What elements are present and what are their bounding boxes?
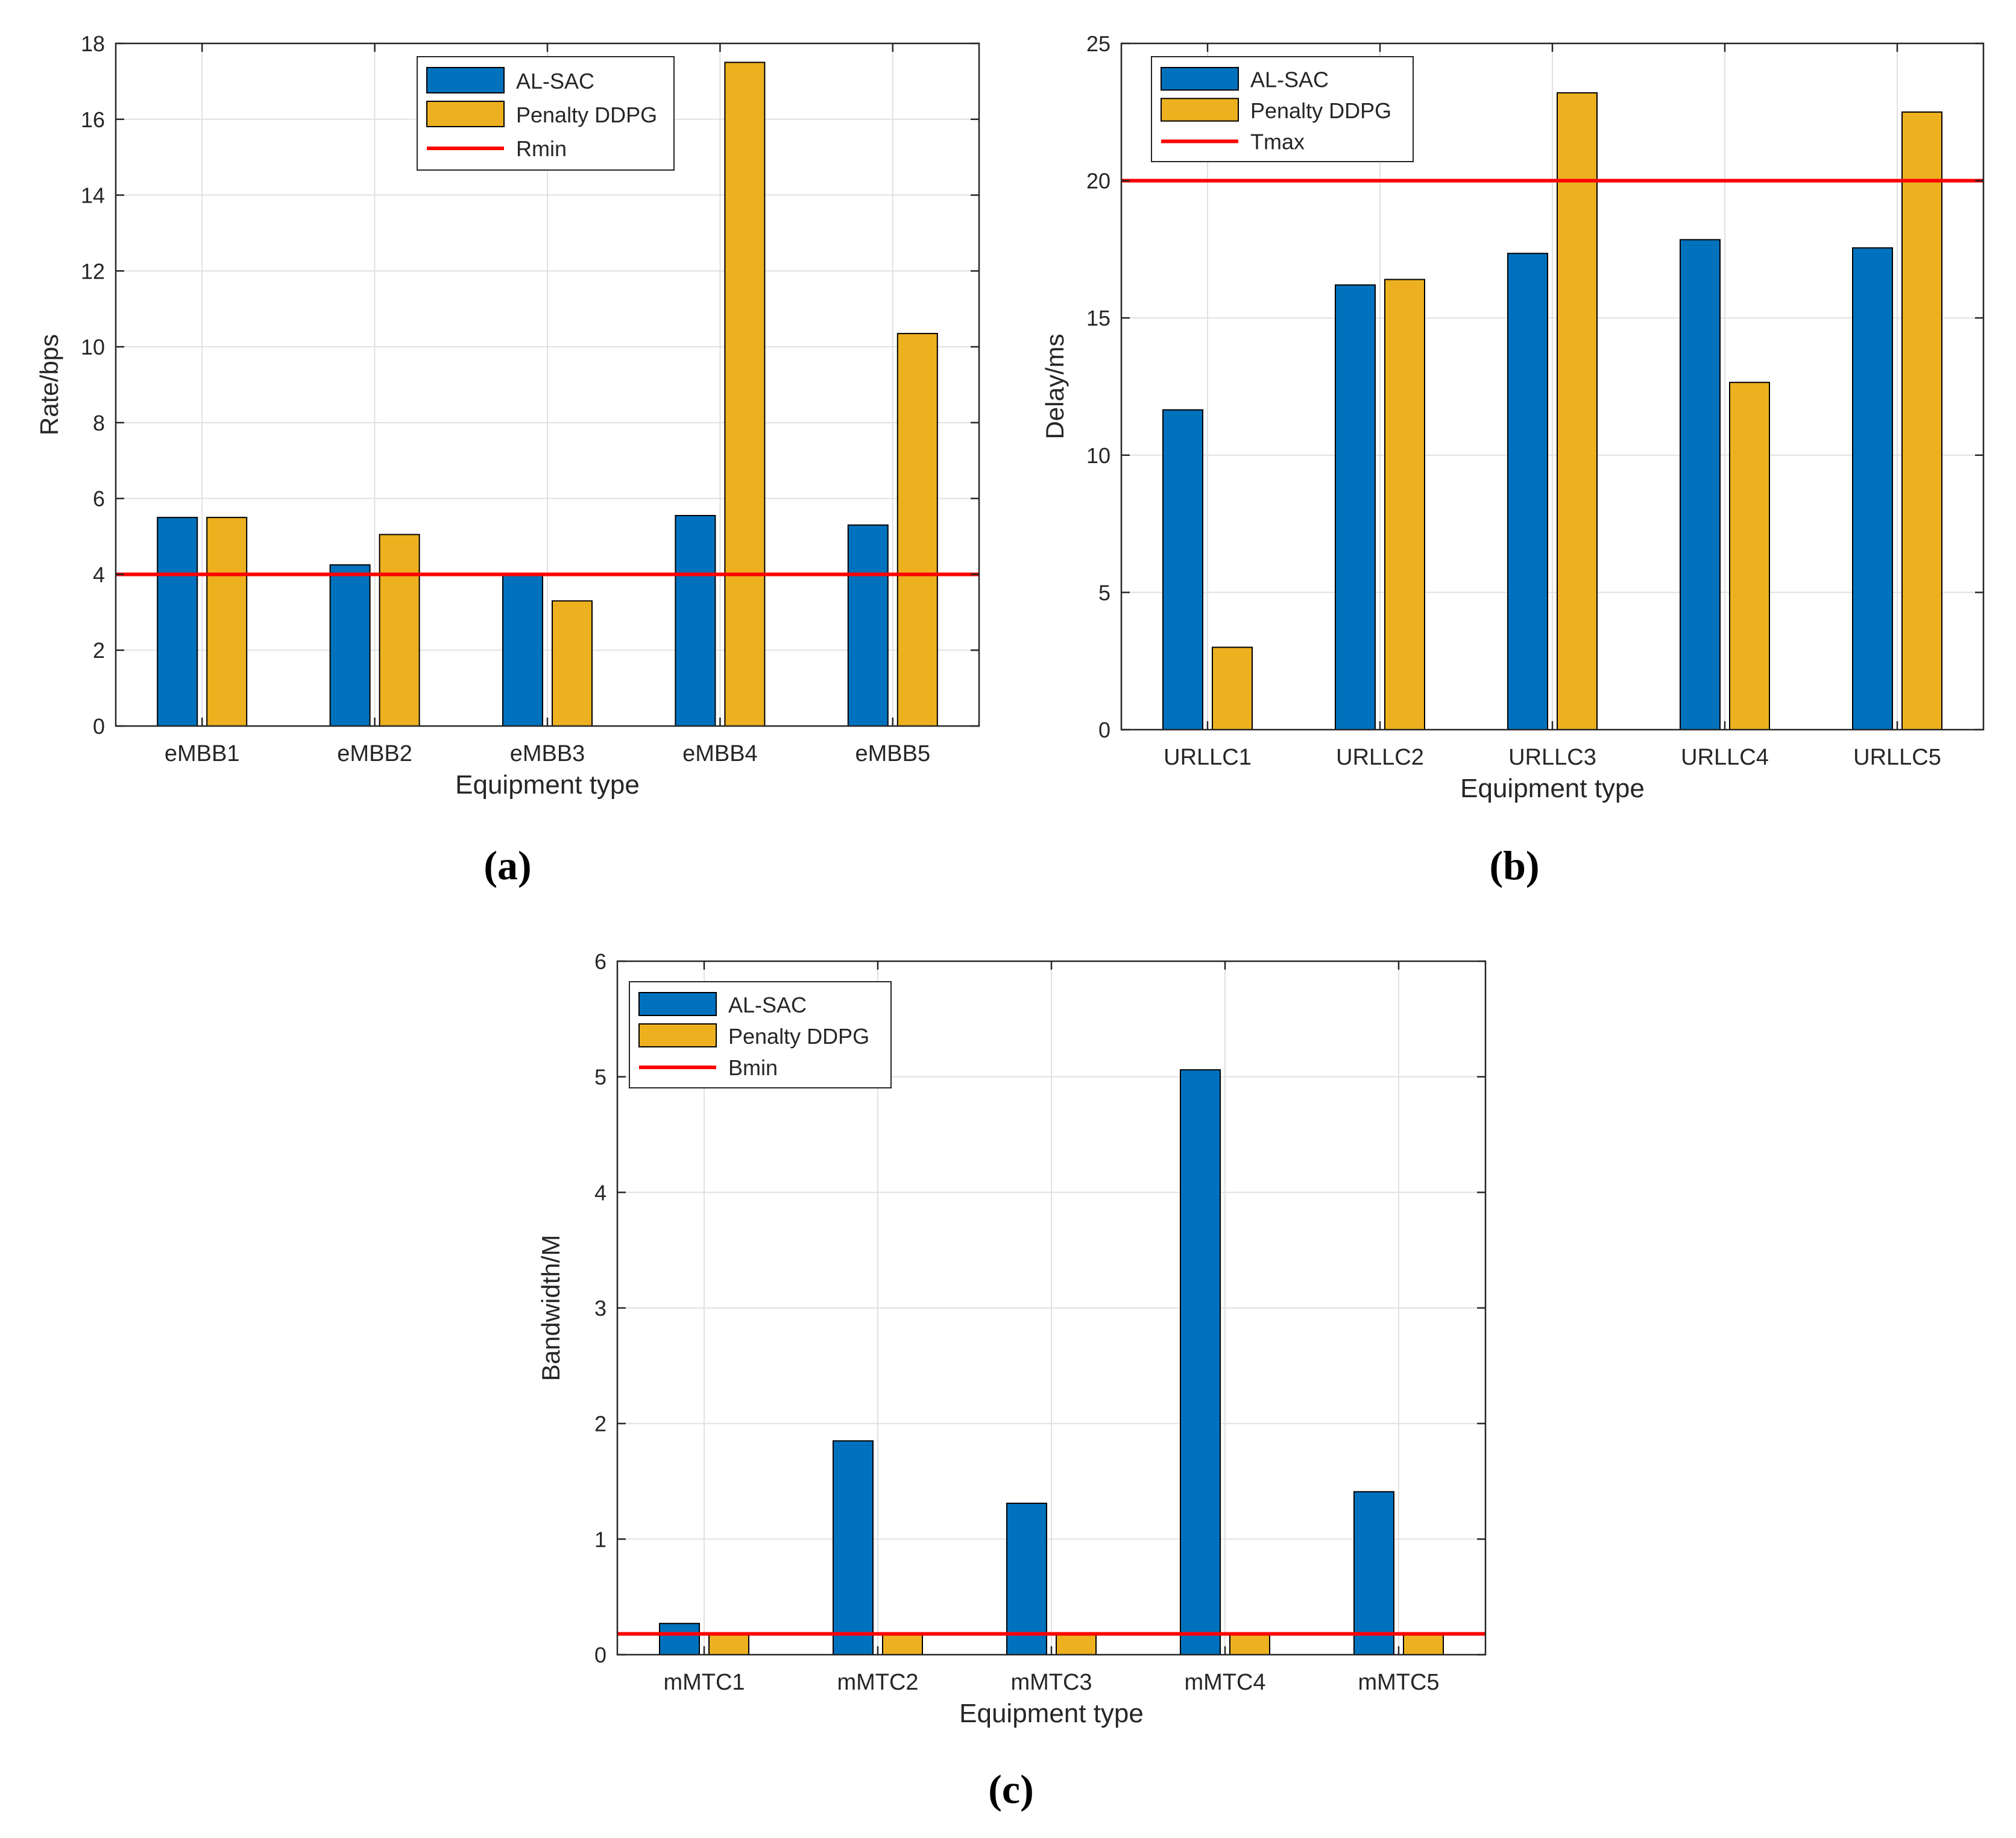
x-tick-label: URLLC3 (1508, 745, 1596, 770)
x-tick-label: eMBB4 (682, 741, 758, 766)
bar-penalty-ddpg (1901, 111, 1942, 730)
y-tick-label: 0 (93, 714, 105, 739)
bar-penalty-ddpg (379, 534, 420, 727)
chart-panel-2: 0 5 10 15 20 25 URLLC1 URLLC2 URLLC3 URLLC4 URLLC5… (1041, 31, 1985, 888)
y-tick-label: 15 (1086, 306, 1110, 330)
legend: AL-SAC Penalty DDPG Tmax (1151, 56, 1414, 162)
panel-label: (a) (484, 842, 531, 888)
y-tick-label: 0 (594, 1643, 606, 1667)
y-tick-label: 5 (1098, 580, 1110, 605)
bar-al-sac (157, 517, 198, 727)
panel-label: (b) (1489, 842, 1539, 888)
y-axis-label: Bandwidth/M (537, 1235, 565, 1382)
bar-penalty-ddpg (708, 1633, 749, 1655)
y-tick-label: 10 (1086, 443, 1110, 468)
bar-penalty-ddpg (206, 517, 248, 727)
y-axis-label: Delay/ms (1041, 333, 1069, 439)
bar-penalty-ddpg (882, 1633, 923, 1655)
legend-label: Tmax (1250, 129, 1305, 154)
y-tick-label: 5 (594, 1065, 606, 1090)
bar-al-sac (833, 1440, 874, 1656)
y-tick-label: 4 (594, 1180, 606, 1205)
legend-label: AL-SAC (1250, 68, 1329, 92)
x-tick-label: mMTC2 (837, 1670, 918, 1695)
bar-al-sac (1006, 1502, 1047, 1656)
bar-penalty-ddpg (1403, 1633, 1444, 1655)
bar-al-sac (502, 573, 543, 727)
legend-swatch (638, 1023, 717, 1047)
legend: AL-SAC Penalty DDPG Bmin (629, 981, 892, 1088)
bar-al-sac (1335, 284, 1376, 730)
x-axis-label: Equipment type (1460, 774, 1645, 803)
y-tick-label: 16 (81, 107, 105, 132)
bar-penalty-ddpg (552, 600, 593, 727)
x-tick-label: mMTC1 (663, 1670, 745, 1695)
bar-al-sac (1680, 239, 1721, 730)
x-tick-label: mMTC4 (1184, 1670, 1265, 1695)
y-tick-label: 2 (93, 638, 105, 663)
bar-al-sac (1353, 1491, 1394, 1655)
legend-label: Penalty DDPG (1250, 98, 1391, 123)
y-tick-label: 10 (81, 335, 105, 359)
x-tick-label: URLLC1 (1164, 745, 1252, 770)
y-tick-label: 25 (1086, 31, 1110, 56)
x-tick-label: eMBB3 (510, 741, 585, 766)
x-tick-label: eMBB1 (165, 741, 240, 766)
x-tick-label: eMBB2 (337, 741, 412, 766)
y-tick-label: 2 (594, 1412, 606, 1436)
legend-label: Rmin (516, 136, 567, 161)
legend-label: Penalty DDPG (728, 1024, 869, 1049)
legend: AL-SAC Penalty DDPG Rmin (417, 56, 675, 171)
x-tick-label: URLLC5 (1853, 745, 1941, 770)
bar-penalty-ddpg (1229, 1633, 1270, 1655)
x-axis-label: Equipment type (455, 770, 640, 800)
legend-swatch (638, 992, 717, 1016)
bar-penalty-ddpg (1212, 646, 1253, 730)
y-tick-label: 6 (594, 949, 606, 974)
legend-label: AL-SAC (516, 69, 594, 93)
bar-penalty-ddpg (896, 333, 938, 727)
bar-al-sac (675, 514, 716, 727)
legend-swatch (426, 101, 505, 127)
bar-penalty-ddpg (724, 62, 766, 727)
bar-penalty-ddpg (1384, 279, 1425, 730)
bar-al-sac (1180, 1069, 1221, 1655)
y-tick-label: 3 (594, 1296, 606, 1321)
bar-al-sac (1852, 247, 1893, 730)
y-tick-label: 0 (1098, 718, 1110, 742)
y-tick-label: 4 (93, 562, 105, 587)
bar-al-sac (1162, 409, 1203, 730)
chart-panel-3: 0 1 2 3 4 5 6 mMTC1 mMTC2 mMTC3 mMTC4 mMTC5 Equipmen… (537, 949, 1487, 1812)
bar-penalty-ddpg (1557, 92, 1598, 730)
legend-swatch (1161, 67, 1239, 91)
x-tick-label: eMBB5 (855, 741, 930, 766)
legend-label: Penalty DDPG (516, 103, 657, 127)
y-tick-label: 1 (594, 1527, 606, 1552)
x-tick-label: URLLC4 (1681, 745, 1769, 770)
bar-penalty-ddpg (1056, 1633, 1097, 1655)
legend-swatch (426, 67, 505, 93)
y-tick-label: 8 (93, 411, 105, 435)
x-tick-label: mMTC5 (1358, 1670, 1439, 1695)
bar-penalty-ddpg (1729, 382, 1770, 730)
legend-label: AL-SAC (728, 993, 807, 1017)
bar-al-sac (659, 1623, 700, 1655)
y-tick-label: 6 (93, 487, 105, 511)
chart-panel-1: 0 2 4 6 8 10 12 14 16 18 eMBB1 eMBB2 eMBB3 eMBB4 eMBB5… (35, 31, 980, 888)
x-tick-label: mMTC3 (1010, 1670, 1092, 1695)
bar-al-sac (847, 524, 889, 727)
y-tick-label: 14 (81, 183, 105, 208)
y-tick-label: 18 (81, 31, 105, 56)
x-tick-label: URLLC2 (1336, 745, 1424, 770)
y-tick-label: 20 (1086, 169, 1110, 194)
bar-al-sac (329, 564, 371, 727)
x-axis-label: Equipment type (959, 1699, 1144, 1728)
y-tick-label: 12 (81, 259, 105, 283)
y-axis-label: Rate/bps (35, 334, 63, 435)
legend-swatch (1161, 98, 1239, 122)
panel-label: (c) (988, 1766, 1033, 1812)
legend-label: Bmin (728, 1055, 778, 1080)
bar-al-sac (1507, 253, 1548, 730)
